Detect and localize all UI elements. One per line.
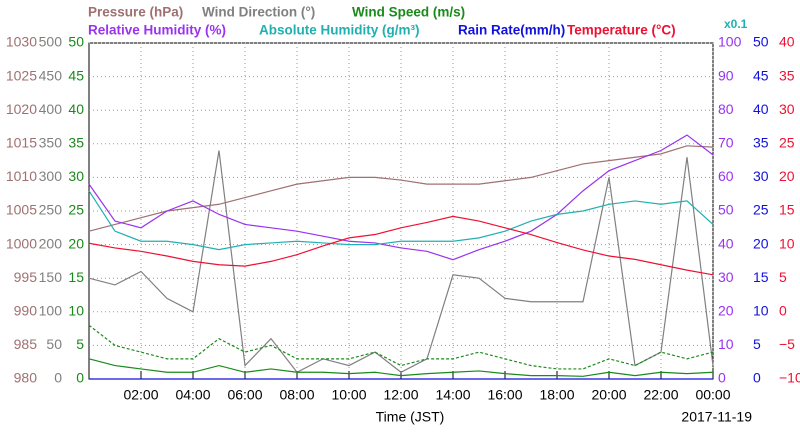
- y-tick-label: 995: [14, 269, 38, 285]
- y-tick-label: 30: [753, 168, 769, 184]
- y-tick-label: 45: [753, 67, 769, 83]
- y-tick-label: 980: [14, 370, 38, 386]
- y-tick-label: 50: [718, 202, 734, 218]
- y-tick-label: 40: [68, 101, 84, 117]
- y-tick-label: 5: [76, 336, 84, 352]
- y-tick-label: 50: [46, 336, 62, 352]
- series-line: [88, 150, 714, 374]
- scale-note: x0.1: [724, 17, 748, 31]
- y-tick-label: 200: [39, 235, 63, 251]
- y-tick-label: 20: [718, 303, 734, 319]
- y-tick-label: 100: [718, 34, 742, 50]
- x-tick-label: 18:00: [539, 387, 574, 403]
- y-tick-label: 25: [779, 135, 795, 151]
- y-tick-label: 10: [718, 336, 734, 352]
- y-tick-label: 1015: [6, 135, 37, 151]
- series-line: [88, 324, 714, 370]
- legend-entry: Pressure (hPa): [88, 5, 183, 20]
- y-tick-label: 1025: [6, 67, 37, 83]
- x-tick-label: 02:00: [123, 387, 158, 403]
- y-tick-label: 500: [39, 34, 63, 50]
- y-tick-label: 35: [68, 135, 84, 151]
- y-tick-label: 10: [753, 303, 769, 319]
- y-tick-label: 30: [779, 101, 795, 117]
- y-tick-label: 5: [753, 336, 761, 352]
- y-tick-label: −5: [779, 336, 795, 352]
- x-tick-label: 20:00: [591, 387, 626, 403]
- y-tick-label: 15: [779, 202, 795, 218]
- y-tick-label: 1010: [6, 168, 37, 184]
- y-tick-label: 450: [39, 67, 63, 83]
- y-tick-label: 80: [718, 101, 734, 117]
- x-tick-label: 16:00: [487, 387, 522, 403]
- y-tick-label: 90: [718, 67, 734, 83]
- y-tick-label: 40: [753, 101, 769, 117]
- legend-entry: Rain Rate(mm/h): [458, 23, 565, 38]
- y-tick-label: 0: [753, 370, 761, 386]
- y-tick-label: 25: [753, 202, 769, 218]
- x-tick-label: 10:00: [331, 387, 366, 403]
- y-tick-label: 35: [753, 135, 769, 151]
- y-tick-label: 0: [54, 370, 62, 386]
- y-tick-label: −10: [779, 370, 800, 386]
- y-tick-label: 30: [718, 269, 734, 285]
- y-tick-label: 10: [779, 235, 795, 251]
- x-tick-label: 14:00: [435, 387, 470, 403]
- y-tick-label: 45: [68, 67, 84, 83]
- y-tick-label: 20: [68, 235, 84, 251]
- legend-entry: Relative Humidity (%): [88, 23, 226, 38]
- series-line: [88, 134, 714, 261]
- y-tick-label: 20: [779, 168, 795, 184]
- y-tick-label: 0: [718, 370, 726, 386]
- y-tick-label: 350: [39, 135, 63, 151]
- x-axis-label: Time (JST): [376, 409, 445, 425]
- y-tick-label: 0: [76, 370, 84, 386]
- y-tick-label: 35: [779, 67, 795, 83]
- y-tick-label: 1005: [6, 202, 37, 218]
- x-tick-label: 06:00: [227, 387, 262, 403]
- date-label: 2017-11-19: [681, 409, 752, 425]
- y-tick-label: 50: [68, 34, 84, 50]
- y-tick-label: 20: [753, 235, 769, 251]
- legend-entry: Wind Direction (°): [202, 5, 315, 20]
- y-tick-label: 1030: [6, 34, 37, 50]
- y-tick-label: 150: [39, 269, 63, 285]
- y-tick-label: 0: [779, 303, 787, 319]
- x-tick-label: 08:00: [279, 387, 314, 403]
- y-tick-label: 70: [718, 135, 734, 151]
- y-tick-label: 40: [718, 235, 734, 251]
- y-tick-label: 15: [68, 269, 84, 285]
- y-tick-label: 30: [68, 168, 84, 184]
- y-tick-label: 25: [68, 202, 84, 218]
- x-tick-label: 22:00: [643, 387, 678, 403]
- y-tick-label: 1000: [6, 235, 37, 251]
- y-tick-label: 990: [14, 303, 38, 319]
- y-tick-label: 60: [718, 168, 734, 184]
- series-line: [88, 190, 714, 251]
- series-line: [88, 215, 714, 276]
- y-tick-label: 300: [39, 168, 63, 184]
- y-tick-label: 50: [753, 34, 769, 50]
- y-tick-label: 10: [68, 303, 84, 319]
- y-tick-label: 40: [779, 34, 795, 50]
- y-tick-label: 985: [14, 336, 38, 352]
- series-line: [88, 358, 714, 377]
- x-tick-label: 04:00: [175, 387, 210, 403]
- y-tick-label: 1020: [6, 101, 37, 117]
- series-line: [88, 145, 714, 232]
- y-tick-label: 400: [39, 101, 63, 117]
- legend-entry: Absolute Humidity (g/m³): [259, 23, 420, 38]
- y-tick-label: 15: [753, 269, 769, 285]
- legend-entry: Wind Speed (m/s): [352, 5, 465, 20]
- x-tick-label: 00:00: [695, 387, 730, 403]
- y-tick-label: 250: [39, 202, 63, 218]
- y-tick-label: 5: [779, 269, 787, 285]
- legend-entry: Temperature (°C): [567, 23, 676, 38]
- x-tick-label: 12:00: [383, 387, 418, 403]
- y-tick-label: 100: [39, 303, 63, 319]
